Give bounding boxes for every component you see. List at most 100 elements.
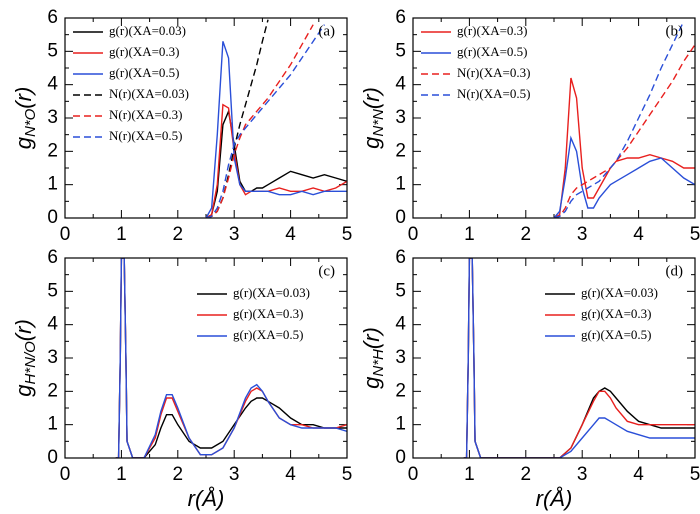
y-tick-label: 3	[47, 107, 58, 128]
legend-label: g(r)(XA=0.5)	[581, 327, 652, 342]
x-tick-label: 2	[521, 224, 532, 245]
x-tick-label: 0	[60, 224, 71, 245]
plot-frame	[64, 257, 348, 459]
legend-label: N(r)(XA=0.3)	[109, 107, 182, 122]
x-tick-label: 0	[408, 464, 419, 485]
series-line	[553, 44, 695, 218]
x-tick-label: 0	[408, 224, 419, 245]
y-label-subscript: N*O	[22, 108, 39, 137]
legend-label: g(r)(XA=0.5)	[457, 44, 528, 59]
x-axis-label: r(Å)	[188, 486, 225, 511]
y-tick-label: 5	[47, 280, 58, 301]
x-tick-label: 3	[577, 464, 588, 485]
x-tick-label: 5	[342, 464, 353, 485]
y-tick-label: 2	[47, 140, 58, 161]
y-label-symbol: g	[359, 136, 384, 149]
legend-label: g(r)(XA=0.5)	[233, 327, 304, 342]
x-tick-label: 5	[690, 464, 700, 485]
y-tick-label: 1	[47, 414, 58, 435]
series-line	[205, 24, 326, 218]
y-tick-label: 4	[395, 74, 406, 95]
y-tick-label: 3	[395, 107, 406, 128]
series-line	[463, 258, 695, 458]
x-tick-label: 4	[285, 224, 296, 245]
y-tick-label: 1	[47, 174, 58, 195]
panel-label: (d)	[666, 263, 684, 279]
series-line	[205, 24, 314, 218]
x-tick-label: 4	[285, 464, 296, 485]
x-tick-label: 2	[173, 224, 184, 245]
series-line	[205, 108, 347, 218]
y-label-argument: (r)	[11, 87, 36, 109]
y-label-subscript: N*H	[370, 349, 387, 377]
legend-label: g(r)(XA=0.3)	[233, 306, 304, 321]
y-label-argument: (r)	[11, 319, 36, 341]
y-tick-label: 5	[395, 280, 406, 301]
series-line	[205, 103, 347, 218]
x-tick-label: 1	[116, 464, 127, 485]
legend-label: N(r)(XA=0.5)	[109, 128, 182, 143]
x-tick-label: 4	[633, 224, 644, 245]
panel-label: (b)	[666, 23, 684, 39]
y-axis-label: gN*O(r)	[11, 87, 39, 150]
series-line	[115, 258, 347, 458]
legend-label: g(r)(XA=0.03)	[581, 285, 658, 300]
plot-frame	[64, 17, 348, 219]
legend-label: N(r)(XA=0.03)	[109, 86, 189, 101]
plot-frame	[412, 17, 696, 219]
legend-label: g(r)(XA=0.03)	[109, 23, 186, 38]
y-tick-label: 0	[395, 447, 406, 468]
y-tick-label: 4	[47, 314, 58, 335]
y-label-symbol: g	[359, 376, 384, 389]
panel-label: (a)	[318, 23, 335, 39]
series-line	[463, 258, 695, 458]
y-tick-label: 3	[395, 347, 406, 368]
y-label-symbol: g	[11, 384, 36, 397]
x-tick-label: 0	[60, 464, 71, 485]
y-tick-label: 4	[395, 314, 406, 335]
plot-frame	[412, 257, 696, 459]
legend-label: g(r)(XA=0.3)	[457, 23, 528, 38]
y-tick-label: 6	[47, 247, 58, 268]
y-axis-label: gN*N(r)	[359, 87, 387, 149]
series-line	[553, 21, 685, 218]
y-tick-label: 6	[395, 247, 406, 268]
x-tick-label: 5	[342, 224, 353, 245]
y-label-argument: (r)	[359, 87, 384, 109]
y-tick-label: 3	[47, 347, 58, 368]
y-tick-label: 1	[395, 174, 406, 195]
x-tick-label: 1	[116, 224, 127, 245]
x-axis-label: r(Å)	[536, 486, 573, 511]
x-tick-label: 1	[464, 224, 475, 245]
y-label-subscript: H*N/O	[22, 341, 39, 385]
y-tick-label: 2	[47, 380, 58, 401]
series-line	[553, 135, 695, 218]
y-tick-label: 5	[395, 40, 406, 61]
y-label-subscript: N*N	[370, 109, 387, 137]
legend-label: g(r)(XA=0.3)	[581, 306, 652, 321]
y-tick-label: 2	[395, 140, 406, 161]
x-tick-label: 1	[464, 464, 475, 485]
y-tick-label: 5	[47, 40, 58, 61]
legend-label: g(r)(XA=0.03)	[233, 285, 310, 300]
x-tick-label: 4	[633, 464, 644, 485]
legend-label: g(r)(XA=0.5)	[109, 65, 180, 80]
series-line	[205, 41, 347, 218]
x-tick-label: 2	[521, 464, 532, 485]
legend-label: N(r)(XA=0.3)	[457, 65, 530, 80]
x-tick-label: 2	[173, 464, 184, 485]
y-tick-label: 0	[395, 207, 406, 228]
y-label-symbol: g	[11, 136, 36, 149]
y-tick-label: 0	[47, 447, 58, 468]
y-tick-label: 2	[395, 380, 406, 401]
y-tick-label: 0	[47, 207, 58, 228]
y-tick-label: 6	[395, 7, 406, 28]
legend-label: N(r)(XA=0.5)	[457, 86, 530, 101]
y-axis-label: gN*H(r)	[359, 327, 387, 389]
y-axis-label: gH*N/O(r)	[11, 319, 39, 397]
y-tick-label: 4	[47, 74, 58, 95]
x-tick-label: 3	[229, 464, 240, 485]
y-label-argument: (r)	[359, 327, 384, 349]
x-tick-label: 3	[577, 224, 588, 245]
